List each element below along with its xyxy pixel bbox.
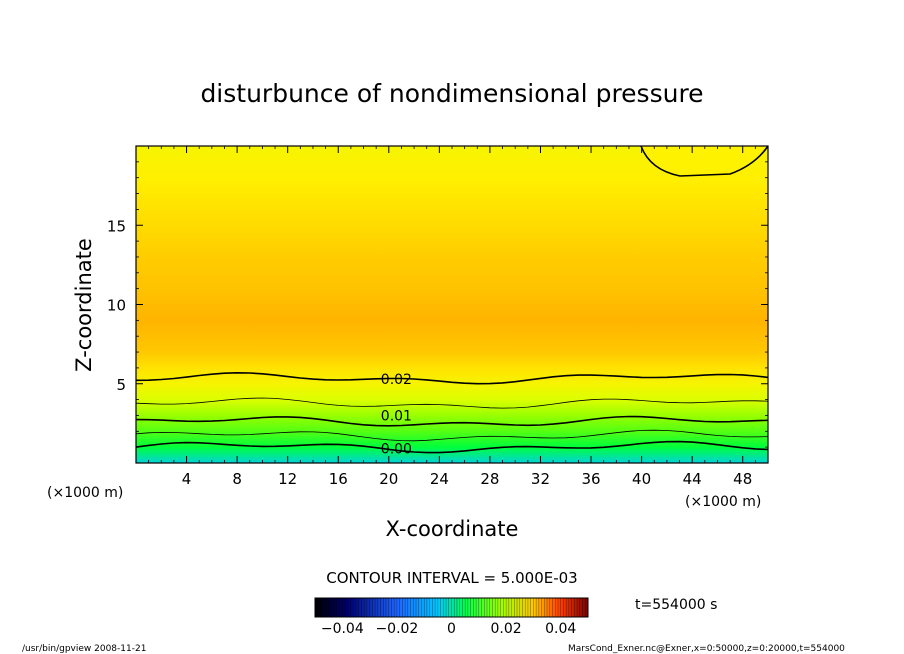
contour-line [135, 429, 769, 442]
colorbar-tick-label: 0.04 [545, 621, 576, 637]
colorbar-tick-label: 0.02 [491, 621, 522, 637]
contour-label: 0.02 [381, 372, 412, 388]
y-tick-label: 5 [116, 376, 126, 394]
x-tick-label: 36 [581, 470, 600, 488]
x-tick-label: 40 [632, 470, 651, 488]
contour-label: 0.01 [381, 408, 412, 424]
time-label: t=554000 s [635, 597, 717, 613]
footer-right: MarsCond_Exner.nc@Exner,x=0:50000,z=0:20… [568, 644, 845, 654]
x-tick-label: 24 [430, 470, 449, 488]
contour-label: 0.00 [381, 442, 412, 458]
x-tick-label: 48 [733, 470, 752, 488]
contour-line [135, 397, 769, 409]
contour-line [135, 415, 769, 427]
y-axis-ticks: 5 10 15 [107, 161, 768, 448]
y-tick-label: 10 [107, 297, 126, 315]
colorbar-stripes [317, 598, 586, 617]
contour-lines [135, 371, 769, 454]
x-tick-label: 20 [379, 470, 398, 488]
footer-left: /usr/bin/gpview 2008-11-21 [22, 644, 146, 654]
x-tick-label: 28 [480, 470, 499, 488]
contour-line [135, 440, 769, 454]
y-axis-label: Z-coordinate [72, 238, 96, 372]
contour-line [135, 371, 769, 385]
x-unit-left: (×1000 m) [47, 485, 123, 501]
plot-field [136, 146, 768, 463]
chart-title: disturbunce of nondimensional pressure [200, 79, 703, 108]
x-tick-label: 4 [182, 470, 192, 488]
colorbar-tick-label: 0 [447, 621, 456, 637]
x-tick-label: 8 [232, 470, 242, 488]
y-tick-label: 15 [107, 217, 126, 235]
colorbar-tick-labels: −0.04 −0.02 0 0.02 0.04 [321, 621, 577, 637]
contour-interval-text: CONTOUR INTERVAL = 5.000E-03 [326, 569, 577, 587]
x-unit-right: (×1000 m) [685, 494, 761, 510]
x-tick-label: 32 [531, 470, 550, 488]
contour-labels: 0.02 0.01 0.00 [381, 372, 412, 458]
x-axis-label: X-coordinate [386, 517, 519, 541]
x-tick-label: 16 [329, 470, 348, 488]
colorbar-tick-label: −0.02 [375, 621, 418, 637]
x-tick-label: 44 [683, 470, 702, 488]
x-axis-ticks: 4 8 12 16 20 24 28 32 36 40 44 48 [148, 146, 756, 488]
colorbar-tick-label: −0.04 [321, 621, 364, 637]
x-tick-label: 12 [278, 470, 297, 488]
upper-right-contour [640, 145, 769, 177]
